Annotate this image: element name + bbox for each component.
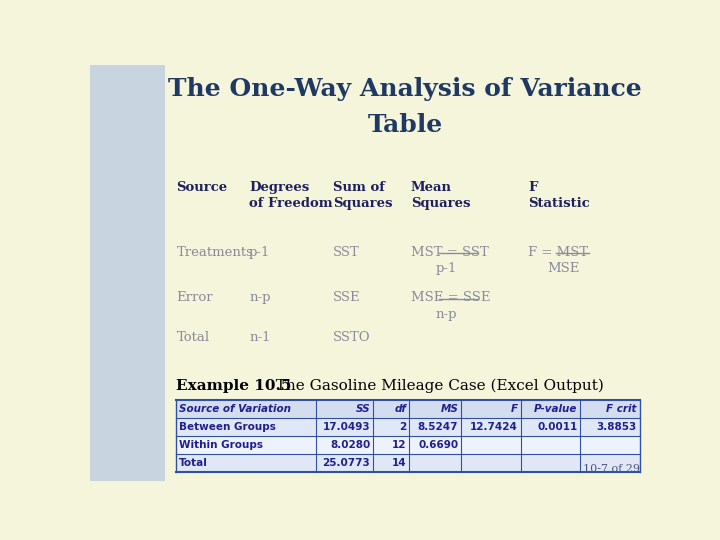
Text: 2: 2: [400, 422, 407, 432]
Text: Source: Source: [176, 181, 228, 194]
Text: Mean
Squares: Mean Squares: [411, 181, 470, 210]
Text: 14: 14: [392, 458, 407, 468]
Text: 10-7 of 29: 10-7 of 29: [582, 464, 639, 474]
Bar: [176, 418, 639, 436]
Text: MSE: MSE: [548, 262, 580, 275]
Text: Degrees
of Freedom: Degrees of Freedom: [249, 181, 333, 210]
Text: 0.0011: 0.0011: [537, 422, 577, 432]
Bar: [176, 436, 639, 454]
Text: MST = SST: MST = SST: [411, 246, 489, 259]
Text: 25.0773: 25.0773: [323, 458, 370, 468]
Text: Between Groups: Between Groups: [179, 422, 276, 432]
Text: 0.6690: 0.6690: [418, 440, 459, 450]
Text: n-1: n-1: [249, 331, 271, 344]
Text: p-1: p-1: [249, 246, 271, 259]
Text: 3.8853: 3.8853: [597, 422, 637, 432]
Text: F: F: [510, 403, 518, 414]
Bar: [176, 454, 639, 472]
Text: SS: SS: [356, 403, 370, 414]
Text: SSTO: SSTO: [333, 331, 370, 344]
Text: F = MST: F = MST: [528, 246, 588, 259]
Text: SST: SST: [333, 246, 359, 259]
Text: Total: Total: [176, 331, 210, 344]
Text: Sum of
Squares: Sum of Squares: [333, 181, 392, 210]
Text: Example 10.5: Example 10.5: [176, 379, 292, 393]
Text: 8.0280: 8.0280: [330, 440, 370, 450]
Text: 12: 12: [392, 440, 407, 450]
Text: 17.0493: 17.0493: [323, 422, 370, 432]
Text: MSE = SSE: MSE = SSE: [411, 292, 490, 305]
Bar: [176, 400, 639, 418]
Text: n-p: n-p: [249, 292, 271, 305]
Text: 12.7424: 12.7424: [470, 422, 518, 432]
Text: The One-Way Analysis of Variance: The One-Way Analysis of Variance: [168, 77, 642, 102]
Text: Error: Error: [176, 292, 213, 305]
Text: P-value: P-value: [534, 403, 577, 414]
Text: Treatments: Treatments: [176, 246, 253, 259]
Text: Within Groups: Within Groups: [179, 440, 264, 450]
Text: df: df: [395, 403, 407, 414]
Text: SSE: SSE: [333, 292, 360, 305]
Text: n-p: n-p: [436, 308, 457, 321]
Text: Source of Variation: Source of Variation: [179, 403, 292, 414]
Text: Total: Total: [179, 458, 208, 468]
Text: F crit: F crit: [606, 403, 637, 414]
Text: Table: Table: [368, 113, 443, 137]
Bar: [90, 65, 166, 481]
Text: F
Statistic: F Statistic: [528, 181, 590, 210]
Text: p-1: p-1: [436, 262, 457, 275]
Text: MS: MS: [441, 403, 459, 414]
Text: The Gasoline Mileage Case (Excel Output): The Gasoline Mileage Case (Excel Output): [266, 379, 603, 393]
Text: 8.5247: 8.5247: [418, 422, 459, 432]
